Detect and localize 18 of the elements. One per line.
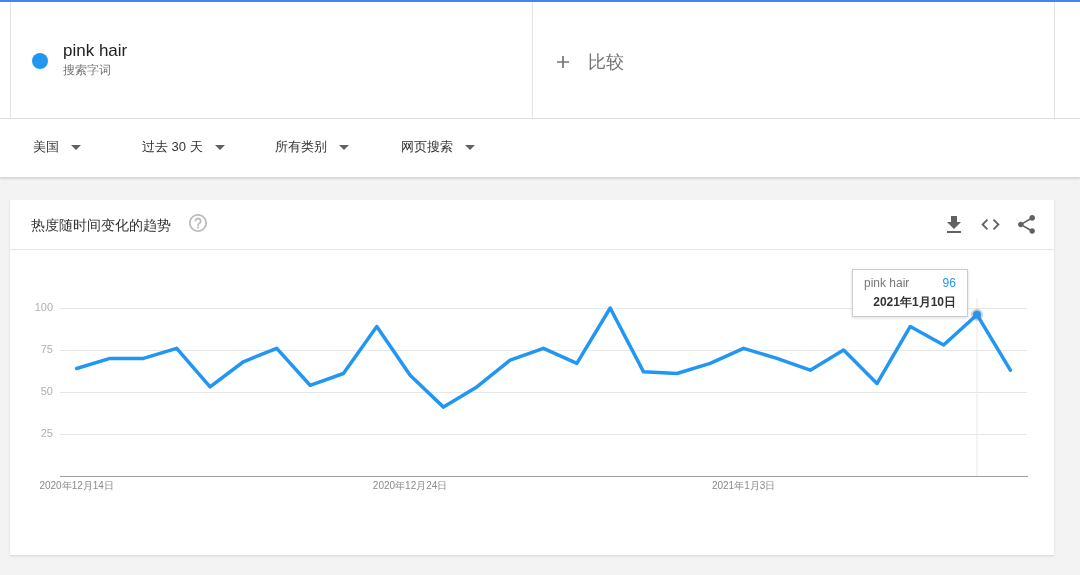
text: 网页搜索 xyxy=(401,138,453,156)
y-tick-label: 75 xyxy=(40,343,53,356)
text: 过去 30 天 xyxy=(142,138,203,156)
text: 美国 xyxy=(33,138,59,156)
legend-label: pink hair xyxy=(63,40,128,62)
text: 所有类别 xyxy=(275,138,327,156)
text: 比较 xyxy=(588,51,624,74)
text: 搜索字词 xyxy=(63,62,112,78)
data-label: 96 xyxy=(941,275,956,291)
y-tick-label: 100 xyxy=(34,301,53,314)
x-tick-label: 2021年1月3日 xyxy=(711,479,776,491)
text: pink hair xyxy=(863,275,910,290)
y-tick-label: 50 xyxy=(40,385,53,398)
annotation: 2021年1月10日 xyxy=(873,294,956,310)
x-tick-label: 2020年12月24日 xyxy=(372,479,448,491)
chart-title: 热度随时间变化的趋势 xyxy=(31,216,171,235)
y-tick-label: 25 xyxy=(40,427,53,440)
x-tick-label: 2020年12月14日 xyxy=(39,479,114,491)
